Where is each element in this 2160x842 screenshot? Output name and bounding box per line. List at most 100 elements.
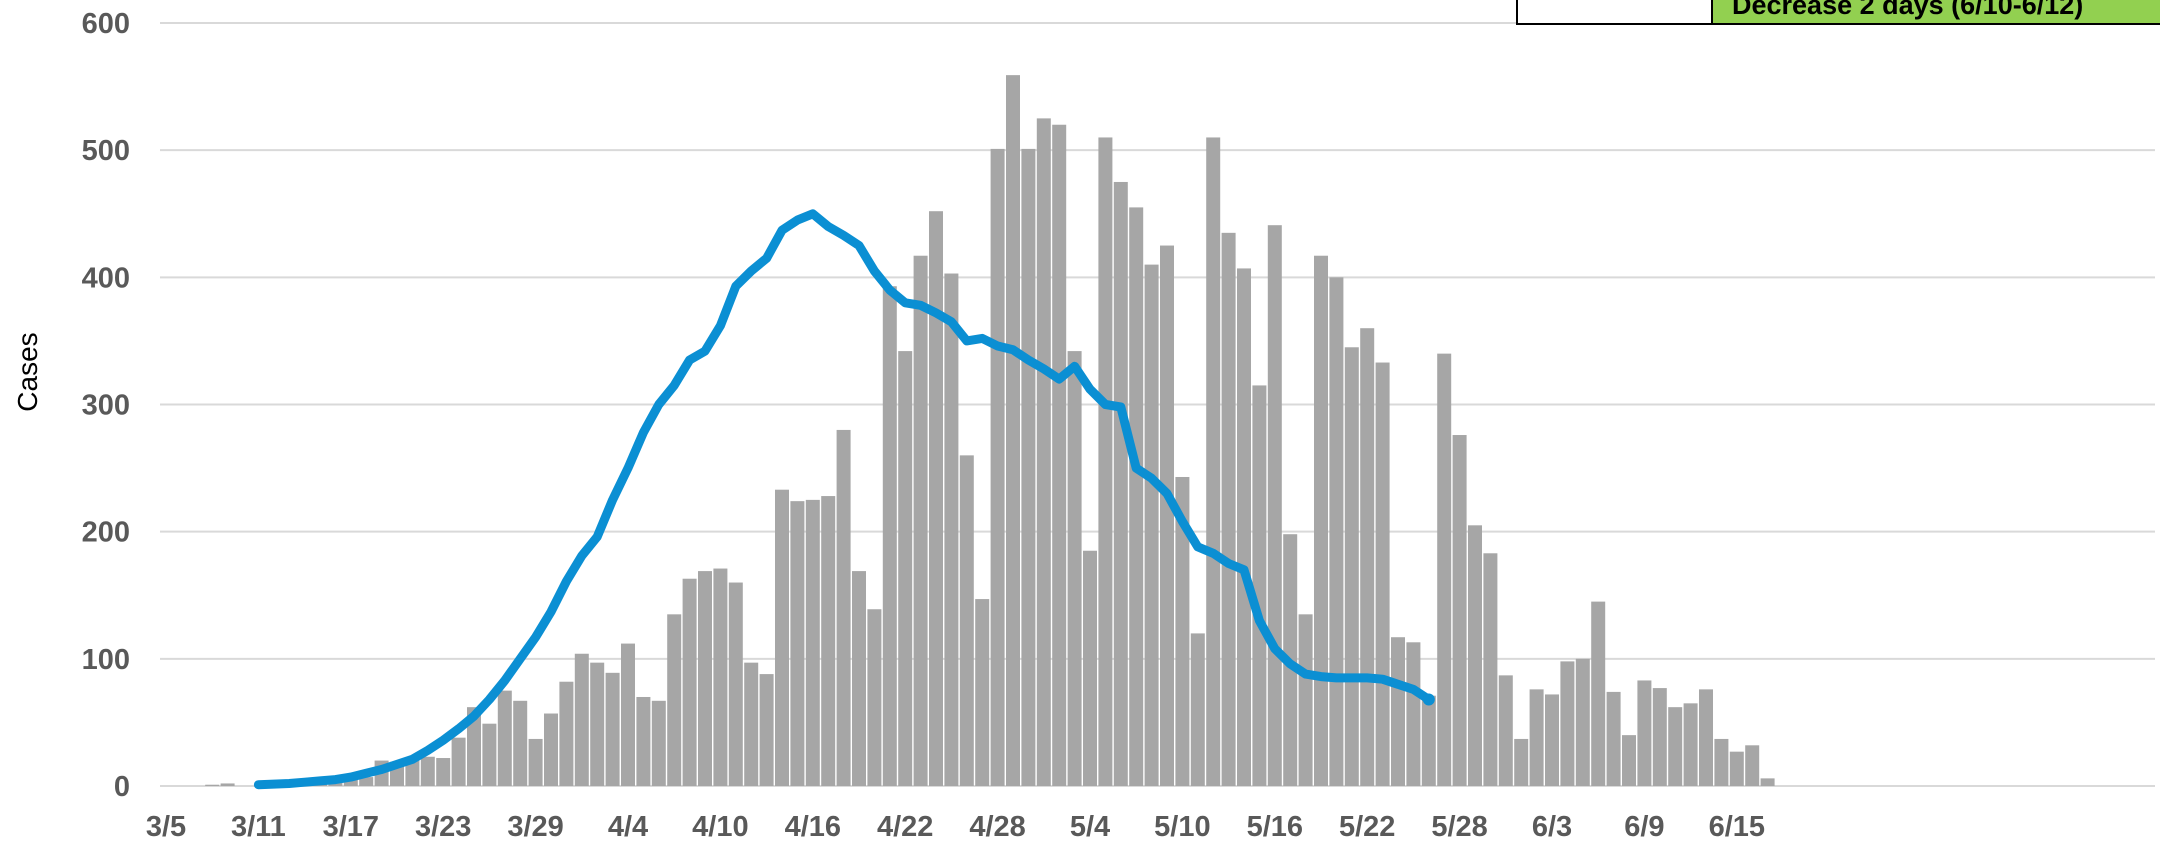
bar xyxy=(1483,553,1498,786)
bar xyxy=(1668,707,1683,786)
bar xyxy=(1699,689,1713,786)
bar xyxy=(1267,225,1282,786)
bar xyxy=(205,784,220,786)
bar xyxy=(1575,658,1590,786)
bar xyxy=(559,681,574,786)
bar xyxy=(1622,735,1636,786)
bar xyxy=(1252,385,1267,786)
bar xyxy=(1190,633,1205,786)
bar xyxy=(1637,680,1652,786)
x-tick-label: 4/10 xyxy=(692,811,748,842)
y-tick-label: 200 xyxy=(82,517,130,549)
bar xyxy=(1714,738,1729,786)
bar xyxy=(1237,268,1251,787)
bar xyxy=(698,571,712,786)
bar xyxy=(467,707,481,786)
bar xyxy=(728,582,743,786)
bar xyxy=(775,489,789,786)
bar xyxy=(1421,695,1436,786)
bar xyxy=(1606,691,1621,786)
bar xyxy=(359,777,374,786)
bar xyxy=(990,148,1005,786)
x-tick-label: 5/10 xyxy=(1154,811,1210,842)
bar xyxy=(667,614,682,786)
bar xyxy=(805,499,820,786)
bar xyxy=(1452,435,1467,786)
bar xyxy=(790,501,805,786)
x-tick-label: 3/23 xyxy=(415,811,471,842)
x-tick-label: 3/29 xyxy=(507,811,563,842)
bar xyxy=(1545,694,1559,786)
bar xyxy=(1036,118,1051,786)
bar xyxy=(713,568,728,786)
x-tick-label: 4/22 xyxy=(877,811,933,842)
bar xyxy=(1052,124,1067,786)
x-tick-label: 4/16 xyxy=(785,811,841,842)
bar xyxy=(405,760,420,786)
bar xyxy=(343,778,358,786)
bar xyxy=(1006,75,1020,787)
bar xyxy=(1683,703,1698,786)
bar xyxy=(852,571,866,786)
bar xyxy=(1083,550,1097,786)
bar xyxy=(513,700,528,786)
x-tick-label: 6/9 xyxy=(1624,811,1664,842)
legend-cell-blank xyxy=(1516,0,1713,25)
y-tick-label: 500 xyxy=(82,135,130,167)
bar xyxy=(1175,476,1190,786)
bar xyxy=(1468,525,1482,786)
bar xyxy=(1437,353,1452,786)
bar xyxy=(1344,347,1359,786)
y-axis-label: Cases xyxy=(12,332,43,411)
bar xyxy=(744,662,759,786)
bar xyxy=(1021,148,1036,786)
bar xyxy=(590,662,605,786)
x-tick-label: 6/3 xyxy=(1532,811,1572,842)
bar xyxy=(1221,232,1236,786)
bar xyxy=(220,783,235,786)
bar xyxy=(544,713,558,786)
bar xyxy=(867,609,882,786)
bar xyxy=(574,653,589,786)
x-tick-label: 3/17 xyxy=(323,811,379,842)
bar xyxy=(1406,642,1421,786)
moving-average-end-marker xyxy=(1422,693,1435,706)
daily-case-bars xyxy=(205,75,1775,787)
legend-note: Decrease 2 days (6/10-6/12) xyxy=(1732,0,2083,20)
bar xyxy=(1298,614,1313,786)
x-tick-label: 5/4 xyxy=(1070,811,1110,842)
y-axis-ticks: 0 100 200 300 400 500 600 xyxy=(82,8,130,803)
bar xyxy=(913,255,928,787)
y-tick-label: 300 xyxy=(82,390,130,422)
bar xyxy=(959,455,974,786)
bar xyxy=(944,273,959,787)
bar xyxy=(1113,181,1128,787)
bar xyxy=(975,599,990,786)
bar xyxy=(1498,675,1513,786)
x-tick-label: 5/16 xyxy=(1247,811,1303,842)
bar xyxy=(898,351,913,786)
bar xyxy=(1314,255,1328,787)
x-tick-label: 5/28 xyxy=(1431,811,1487,842)
x-tick-label: 3/11 xyxy=(231,811,286,842)
bar xyxy=(1514,738,1529,786)
bar xyxy=(882,286,897,786)
bar xyxy=(605,672,620,786)
y-tick-label: 0 xyxy=(114,771,130,803)
x-tick-label: 5/22 xyxy=(1339,811,1395,842)
legend-cell-highlight xyxy=(1711,0,2160,25)
bar xyxy=(1206,137,1221,786)
bar xyxy=(1529,689,1544,786)
x-tick-label: 4/4 xyxy=(608,811,648,842)
bar xyxy=(1760,778,1775,786)
y-tick-label: 600 xyxy=(82,8,130,40)
bar xyxy=(1129,207,1144,786)
bar xyxy=(1098,137,1113,786)
bar xyxy=(1745,745,1760,786)
bar xyxy=(929,211,943,786)
x-tick-label: 6/15 xyxy=(1709,811,1765,842)
bar xyxy=(1560,661,1575,786)
bar xyxy=(836,429,851,786)
y-tick-label: 400 xyxy=(82,262,130,294)
